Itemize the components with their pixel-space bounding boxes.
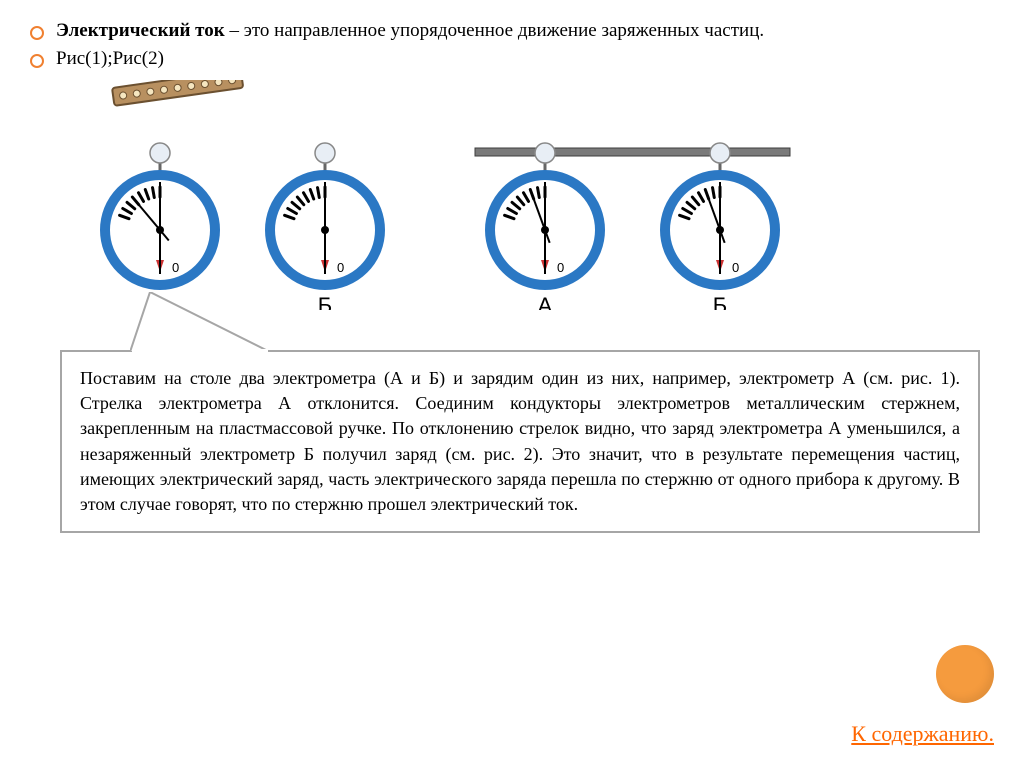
svg-text:0: 0 xyxy=(337,260,344,275)
svg-text:0: 0 xyxy=(732,260,739,275)
definition-rest: – это направленное упорядоченное движени… xyxy=(225,20,764,41)
callout-tail-icon xyxy=(130,292,290,352)
definition-text: Электрический ток – это направленное упо… xyxy=(56,20,764,42)
toc-link[interactable]: К содержанию. xyxy=(851,721,994,747)
bullet-icon xyxy=(30,26,44,40)
bottom-right-group: К содержанию. xyxy=(851,645,994,747)
svg-text:Б: Б xyxy=(318,293,332,310)
definition-row: Электрический ток – это направленное упо… xyxy=(30,20,994,42)
definition-term: Электрический ток xyxy=(56,20,225,41)
svg-text:0: 0 xyxy=(557,260,564,275)
callout: Поставим на столе два электрометра (А и … xyxy=(60,350,980,533)
diagram-svg: 0А0Б0А0Б xyxy=(70,80,830,310)
svg-text:0: 0 xyxy=(172,260,179,275)
svg-text:Б: Б xyxy=(713,293,727,310)
ris-row: Рис(1);Рис(2) xyxy=(30,48,994,70)
callout-text: Поставим на столе два электрометра (А и … xyxy=(60,350,980,533)
svg-text:А: А xyxy=(538,293,553,310)
bullet-icon xyxy=(30,54,44,68)
nav-disc-button[interactable] xyxy=(936,645,994,703)
ris-label: Рис(1);Рис(2) xyxy=(56,48,164,70)
electrometer-diagram: 0А0Б0А0Б xyxy=(70,80,830,310)
